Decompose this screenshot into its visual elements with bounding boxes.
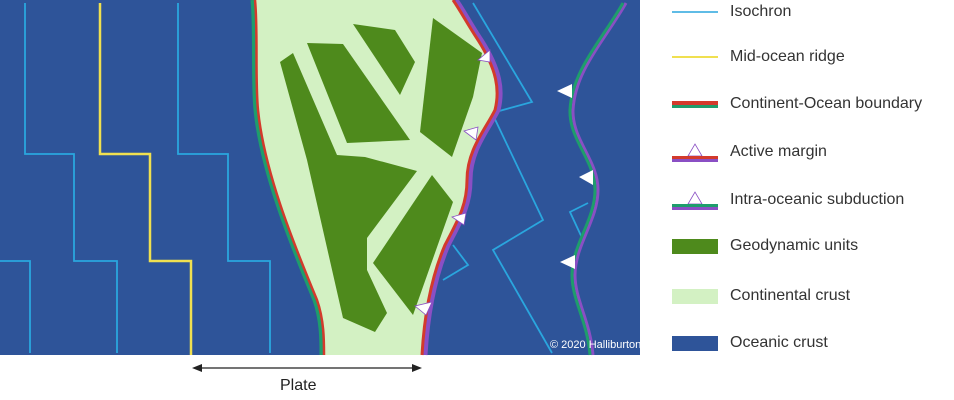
isochron-line — [24, 3, 118, 353]
intra-oceanic-subduction — [568, 2, 625, 356]
units-legend-icon — [672, 239, 718, 254]
continent-ocean-boundary-red — [253, 0, 326, 356]
legend-label: Continent-Ocean boundary — [730, 95, 923, 112]
legend-item-cob: Continent-Ocean boundary — [668, 92, 922, 116]
oceanic-legend-icon — [672, 336, 718, 351]
intra-oceanic-subduction-purple — [571, 2, 628, 356]
geodynamic-unit — [280, 53, 417, 332]
legend-label: Geodynamic units — [730, 237, 859, 254]
plate-arrow — [192, 364, 422, 372]
plate-label: Plate — [280, 377, 317, 394]
geodynamic-unit — [373, 175, 453, 315]
legend-label: Continental crust — [730, 287, 851, 304]
isochron-line — [442, 244, 470, 281]
copyright-text: © 2020 Halliburton — [550, 339, 642, 351]
active-margin-purple — [422, 0, 503, 356]
isochron-line — [0, 260, 31, 353]
active-margin-triangle — [463, 126, 479, 141]
active-margin — [420, 0, 499, 356]
intra-oceanic-legend-icon — [672, 191, 718, 210]
subduction-triangle — [557, 84, 572, 98]
active-margin-triangle — [414, 301, 433, 316]
legend-item-ridge: Mid-ocean ridge — [668, 45, 845, 69]
legend-label: Oceanic crust — [730, 334, 828, 351]
cob-legend-icon — [672, 101, 718, 108]
isochron-line — [177, 3, 271, 353]
legend-item-oceanic: Oceanic crust — [668, 331, 828, 355]
isochron-line — [568, 202, 589, 241]
active-margin-triangle — [451, 212, 467, 226]
legend-label: Mid-ocean ridge — [730, 48, 845, 65]
legend-item-isochron: Isochron — [668, 0, 791, 24]
continent-ocean-boundary — [250, 0, 325, 356]
active-margin-triangle — [477, 49, 491, 63]
continental-legend-icon — [672, 289, 718, 304]
ridge-legend-icon — [672, 56, 718, 58]
subduction-triangle — [579, 170, 593, 185]
legend-label: Isochron — [730, 3, 792, 20]
legend-item-units: Geodynamic units — [668, 234, 858, 258]
geodynamic-unit — [353, 24, 415, 95]
legend-item-intra-oceanic: Intra-oceanic subduction — [668, 188, 904, 212]
isochron-line — [472, 2, 553, 354]
isochron-legend-icon — [672, 11, 718, 13]
legend-label: Intra-oceanic subduction — [730, 191, 905, 208]
geodynamic-unit — [420, 18, 482, 157]
legend-label: Active margin — [730, 143, 827, 160]
subduction-triangle — [560, 255, 575, 269]
mid-ocean-ridge — [98, 3, 193, 355]
geodynamic-unit — [307, 43, 410, 143]
legend-item-active-margin: Active margin — [668, 140, 827, 164]
active-margin-legend-icon — [672, 143, 718, 162]
legend-item-continental: Continental crust — [668, 284, 850, 308]
